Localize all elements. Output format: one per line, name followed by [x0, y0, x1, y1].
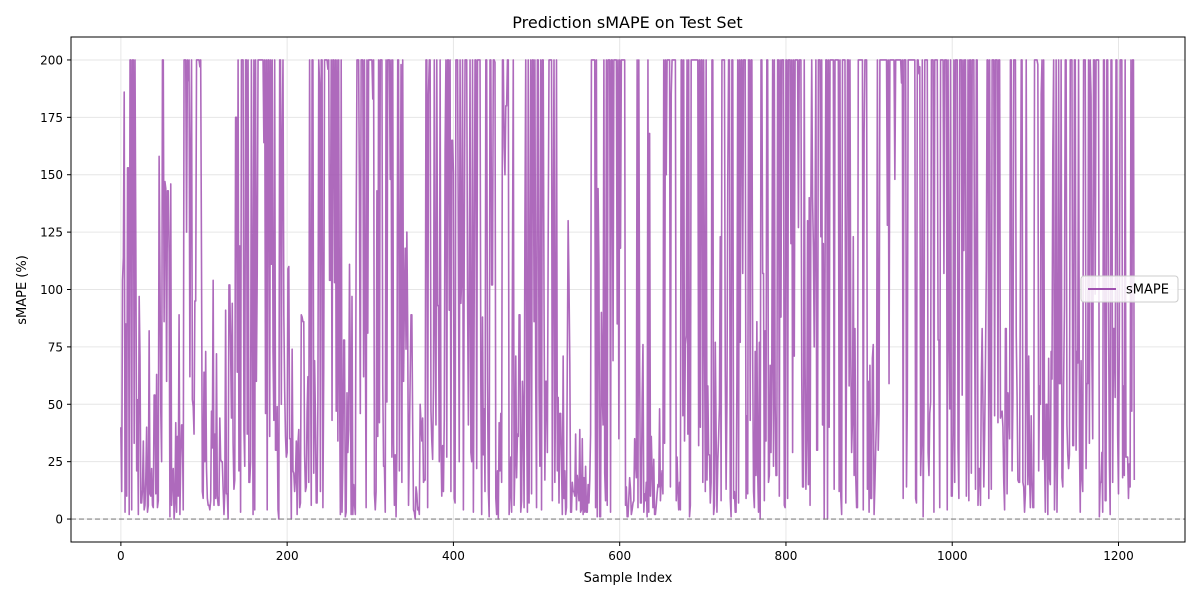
x-tick-label: 600 [608, 549, 631, 563]
y-tick-label: 200 [40, 53, 63, 67]
x-axis-label: Sample Index [584, 571, 673, 586]
y-tick-label: 150 [40, 168, 63, 182]
y-tick-label: 125 [40, 226, 63, 240]
y-axis: 0 25 50 75 100 125 150 175 200 [40, 53, 71, 527]
y-tick-label: 25 [48, 455, 63, 469]
legend-label: sMAPE [1126, 283, 1169, 298]
series-layer [120, 59, 1136, 520]
y-tick-label: 75 [48, 340, 63, 354]
series-line-smape [120, 59, 1136, 520]
x-axis: 0 200 400 600 800 1000 1200 [117, 542, 1134, 563]
x-tick-label: 1000 [937, 549, 968, 563]
y-tick-label: 50 [48, 398, 63, 412]
x-tick-label: 200 [276, 549, 299, 563]
y-tick-label: 0 [55, 513, 63, 527]
y-axis-label: sMAPE (%) [15, 255, 30, 325]
legend: sMAPE [1080, 275, 1179, 303]
chart-title: Prediction sMAPE on Test Set [512, 13, 742, 32]
legend-box [1080, 275, 1179, 303]
x-tick-label: 1200 [1103, 549, 1134, 563]
y-tick-label: 100 [40, 283, 63, 297]
x-tick-label: 0 [117, 549, 125, 563]
y-tick-label: 175 [40, 111, 63, 125]
x-tick-label: 800 [775, 549, 798, 563]
x-tick-label: 400 [442, 549, 465, 563]
